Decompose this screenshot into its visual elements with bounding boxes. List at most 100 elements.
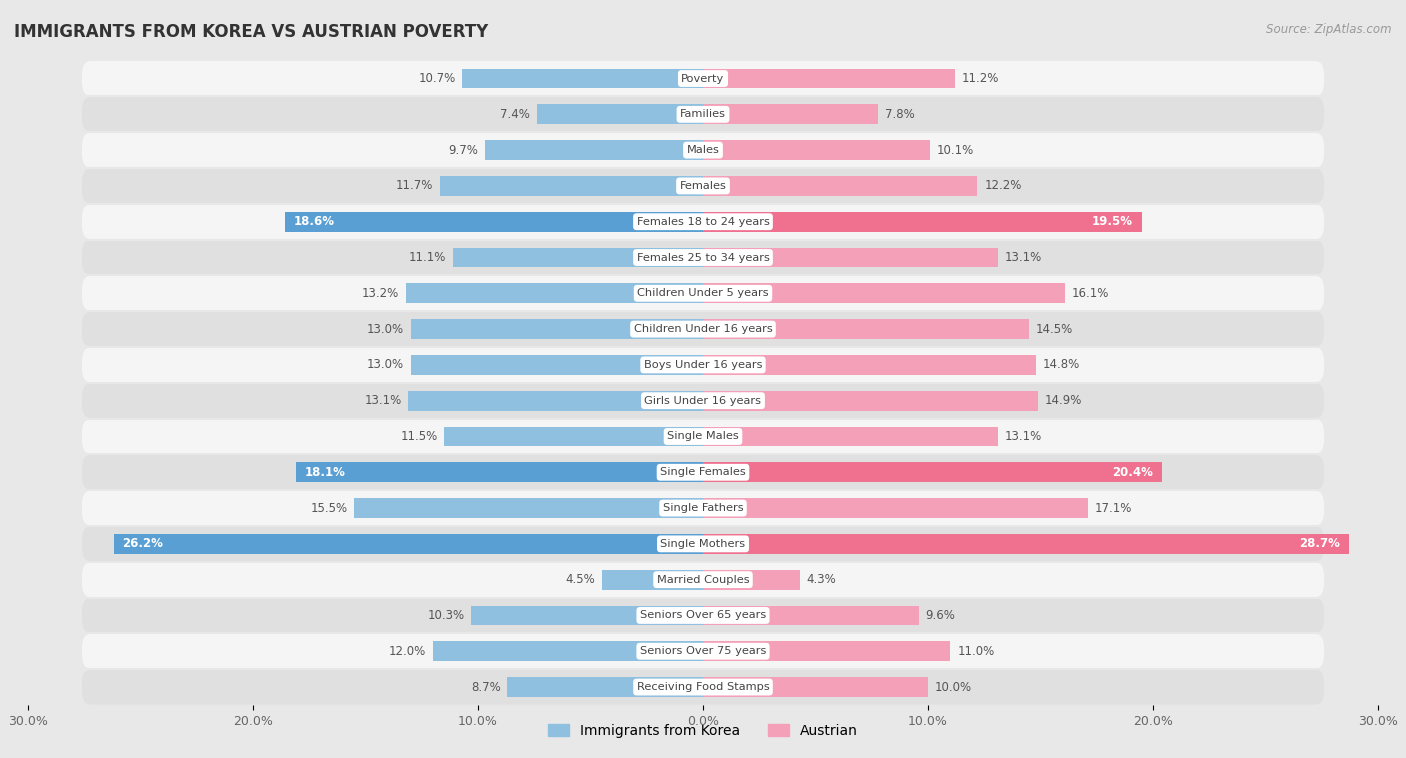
Bar (471, 606, 703, 625)
Text: 7.4%: 7.4% (501, 108, 530, 121)
Text: Married Couples: Married Couples (657, 575, 749, 584)
Bar (703, 498, 1088, 518)
Bar (703, 570, 800, 590)
Bar (703, 140, 931, 160)
Text: Receiving Food Stamps: Receiving Food Stamps (637, 682, 769, 692)
Bar (408, 391, 703, 411)
Bar (703, 105, 879, 124)
Text: 12.2%: 12.2% (984, 180, 1022, 193)
Text: Females 25 to 34 years: Females 25 to 34 years (637, 252, 769, 262)
FancyBboxPatch shape (82, 61, 1324, 96)
Text: 18.6%: 18.6% (294, 215, 335, 228)
Bar (703, 427, 998, 446)
FancyBboxPatch shape (82, 526, 1324, 562)
Text: 11.0%: 11.0% (957, 645, 994, 658)
Text: Boys Under 16 years: Boys Under 16 years (644, 360, 762, 370)
Text: 7.8%: 7.8% (886, 108, 915, 121)
Text: 14.8%: 14.8% (1043, 359, 1080, 371)
Text: 13.0%: 13.0% (367, 323, 404, 336)
Bar (354, 498, 703, 518)
FancyBboxPatch shape (82, 168, 1324, 203)
Text: 15.5%: 15.5% (311, 502, 347, 515)
Bar (411, 355, 703, 374)
Text: Poverty: Poverty (682, 74, 724, 83)
FancyBboxPatch shape (82, 97, 1324, 132)
Text: Seniors Over 65 years: Seniors Over 65 years (640, 610, 766, 621)
Text: 10.3%: 10.3% (427, 609, 464, 622)
Text: 19.5%: 19.5% (1091, 215, 1133, 228)
Bar (114, 534, 703, 553)
Text: 11.7%: 11.7% (395, 180, 433, 193)
Text: Girls Under 16 years: Girls Under 16 years (644, 396, 762, 406)
Text: 4.3%: 4.3% (807, 573, 837, 586)
FancyBboxPatch shape (82, 133, 1324, 168)
Text: 4.5%: 4.5% (565, 573, 595, 586)
Text: 10.0%: 10.0% (935, 681, 972, 694)
Text: Males: Males (686, 145, 720, 155)
Text: 13.1%: 13.1% (1004, 430, 1042, 443)
Bar (703, 319, 1029, 339)
Text: 11.1%: 11.1% (409, 251, 447, 264)
FancyBboxPatch shape (82, 276, 1324, 311)
Text: Single Males: Single Males (666, 431, 740, 441)
Text: Children Under 5 years: Children Under 5 years (637, 288, 769, 299)
Text: 28.7%: 28.7% (1299, 537, 1340, 550)
Bar (453, 248, 703, 268)
Text: 18.1%: 18.1% (305, 465, 346, 479)
FancyBboxPatch shape (82, 347, 1324, 383)
Text: 14.9%: 14.9% (1045, 394, 1083, 407)
Text: 9.7%: 9.7% (449, 143, 478, 157)
Bar (703, 677, 928, 697)
FancyBboxPatch shape (82, 204, 1324, 240)
FancyBboxPatch shape (82, 312, 1324, 346)
Bar (703, 212, 1142, 231)
Text: Single Fathers: Single Fathers (662, 503, 744, 513)
Bar (703, 176, 977, 196)
Text: 9.6%: 9.6% (925, 609, 956, 622)
FancyBboxPatch shape (82, 240, 1324, 275)
Text: Females 18 to 24 years: Females 18 to 24 years (637, 217, 769, 227)
Bar (406, 283, 703, 303)
Bar (508, 677, 703, 697)
Text: Seniors Over 75 years: Seniors Over 75 years (640, 647, 766, 656)
Text: 10.1%: 10.1% (936, 143, 974, 157)
FancyBboxPatch shape (82, 634, 1324, 669)
Bar (703, 534, 1348, 553)
Text: 16.1%: 16.1% (1071, 287, 1109, 300)
Text: 13.1%: 13.1% (1004, 251, 1042, 264)
Text: 13.2%: 13.2% (363, 287, 399, 300)
Text: 12.0%: 12.0% (389, 645, 426, 658)
Text: IMMIGRANTS FROM KOREA VS AUSTRIAN POVERTY: IMMIGRANTS FROM KOREA VS AUSTRIAN POVERT… (14, 23, 488, 41)
Text: 10.7%: 10.7% (419, 72, 456, 85)
Bar (433, 641, 703, 661)
Bar (411, 319, 703, 339)
Text: 14.5%: 14.5% (1036, 323, 1073, 336)
Bar (703, 391, 1038, 411)
Text: Families: Families (681, 109, 725, 119)
Bar (440, 176, 703, 196)
FancyBboxPatch shape (82, 562, 1324, 597)
Bar (703, 69, 955, 89)
Text: 13.1%: 13.1% (364, 394, 402, 407)
Text: 8.7%: 8.7% (471, 681, 501, 694)
Bar (703, 283, 1066, 303)
Bar (703, 355, 1036, 374)
Text: 26.2%: 26.2% (122, 537, 163, 550)
Text: 11.2%: 11.2% (962, 72, 1000, 85)
Text: Single Females: Single Females (661, 467, 745, 478)
Text: 20.4%: 20.4% (1112, 465, 1153, 479)
Bar (284, 212, 703, 231)
Bar (537, 105, 703, 124)
Text: Children Under 16 years: Children Under 16 years (634, 324, 772, 334)
Bar (295, 462, 703, 482)
Bar (485, 140, 703, 160)
Text: 17.1%: 17.1% (1094, 502, 1132, 515)
Bar (703, 462, 1161, 482)
Bar (602, 570, 703, 590)
Bar (703, 606, 920, 625)
Text: 13.0%: 13.0% (367, 359, 404, 371)
Bar (444, 427, 703, 446)
Legend: Immigrants from Korea, Austrian: Immigrants from Korea, Austrian (543, 718, 863, 743)
Text: Females: Females (679, 181, 727, 191)
FancyBboxPatch shape (82, 455, 1324, 490)
